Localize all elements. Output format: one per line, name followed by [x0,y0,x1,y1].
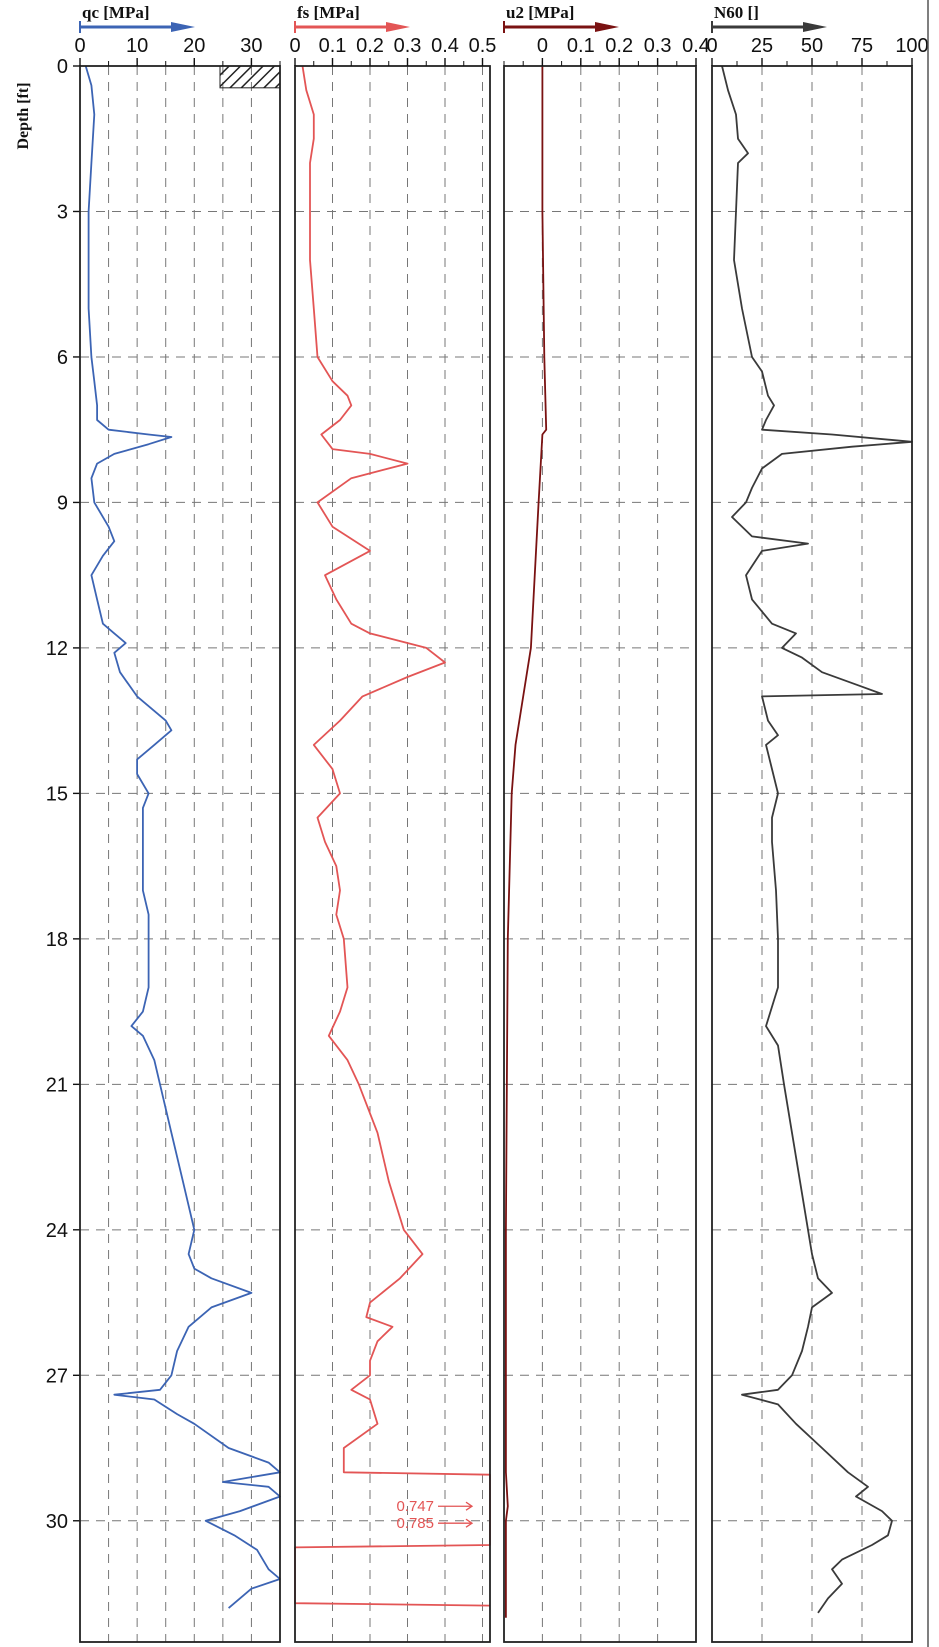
y-tick-label: 24 [46,1220,68,1242]
x-tick-label: 75 [851,35,873,57]
y-tick-label: 3 [57,201,68,223]
x-tick-label: 10 [126,35,148,57]
x-tick-label: 0.5 [469,35,497,57]
x-tick-label: 0.4 [682,35,710,57]
x-tick-label: 0.2 [605,35,633,57]
y-tick-label: 30 [46,1511,68,1533]
x-tick-label: 0.2 [356,35,384,57]
panel-frame [294,65,491,1643]
y-tick-label: 18 [46,929,68,951]
series-line-u2 [504,66,548,1618]
x-tick-label: 25 [751,35,773,57]
off-scale-arrow-head [465,1518,474,1528]
series-line-fs [294,65,491,1607]
panel-u2: 0 0.1 0.2 0.3 0.4 u2 [MPa] [503,3,710,1643]
axis-arrow-head [386,22,410,32]
x-tick-label: 0.1 [319,35,347,57]
x-tick-label: 30 [240,35,262,57]
y-tick-label: 9 [57,492,68,514]
x-tick-label: 0 [289,35,300,57]
y-tick-label: 21 [46,1074,68,1096]
y-tick-label: 0 [57,56,68,78]
panel-frame [79,65,281,1643]
x-tick-label: 0 [706,35,717,57]
off-scale-label: 0.785 [396,1515,434,1532]
axis-arrow-head [171,22,195,32]
y-tick-label: 6 [57,347,68,369]
x-tick-label: 0.3 [394,35,422,57]
x-tick-label: 20 [183,35,205,57]
y-tick-label: 12 [46,638,68,660]
panel-title-qc: qc [MPa] [82,3,150,22]
x-tick-label: 0 [537,35,548,57]
x-tick-label: 50 [801,35,823,57]
off-scale-label: 0.747 [396,1498,434,1515]
x-tick-label: 100 [895,35,928,57]
hatch-block [219,65,281,89]
x-tick-label: 0.3 [644,35,672,57]
x-tick-label: 0.4 [431,35,459,57]
panel-qc: 0 10 20 30 qc [MPa] [74,3,281,1643]
y-tick-label: 27 [46,1365,68,1387]
axis-arrow-head [595,22,619,32]
series-line-n60 [721,65,913,1614]
panel-title-fs: fs [MPa] [297,3,360,22]
x-tick-label: 0.1 [567,35,595,57]
x-tick-label: 0 [74,35,85,57]
off-scale-arrow-head [465,1501,474,1511]
panel-frame [503,65,697,1643]
panel-n60: 0 25 50 75 100 N60 [] [706,3,929,1643]
axis-arrow-head [803,22,827,32]
panel-title-n60: N60 [] [714,3,759,22]
series-line-qc [84,65,281,1609]
y-axis-label: Depth [ft] [15,82,32,149]
y-tick-label: 15 [46,783,68,805]
panel-title-u2: u2 [MPa] [506,3,574,22]
